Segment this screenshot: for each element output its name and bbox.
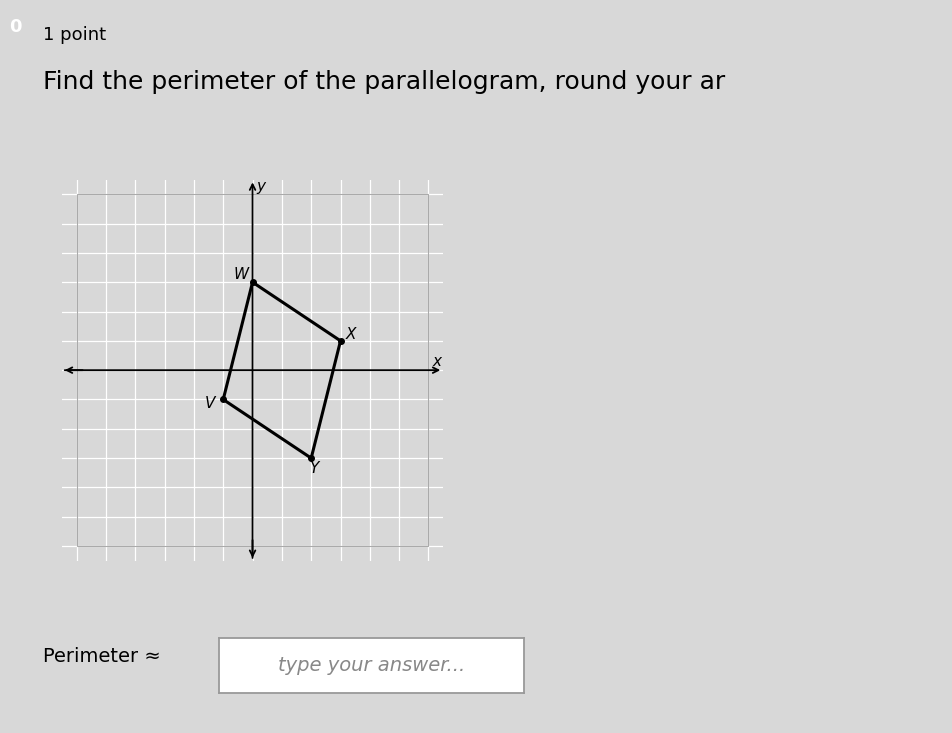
Text: type your answer...: type your answer... [278,656,465,674]
Text: 0: 0 [9,18,22,37]
Text: 1 point: 1 point [43,26,106,44]
Text: Find the perimeter of the parallelogram, round your ar: Find the perimeter of the parallelogram,… [43,70,724,94]
Text: Perimeter ≈: Perimeter ≈ [43,647,161,666]
Text: V: V [205,397,215,411]
Text: y: y [256,180,265,194]
Text: x: x [432,354,442,369]
Text: Y: Y [309,461,319,476]
Text: W: W [233,268,248,282]
Text: X: X [346,328,356,342]
